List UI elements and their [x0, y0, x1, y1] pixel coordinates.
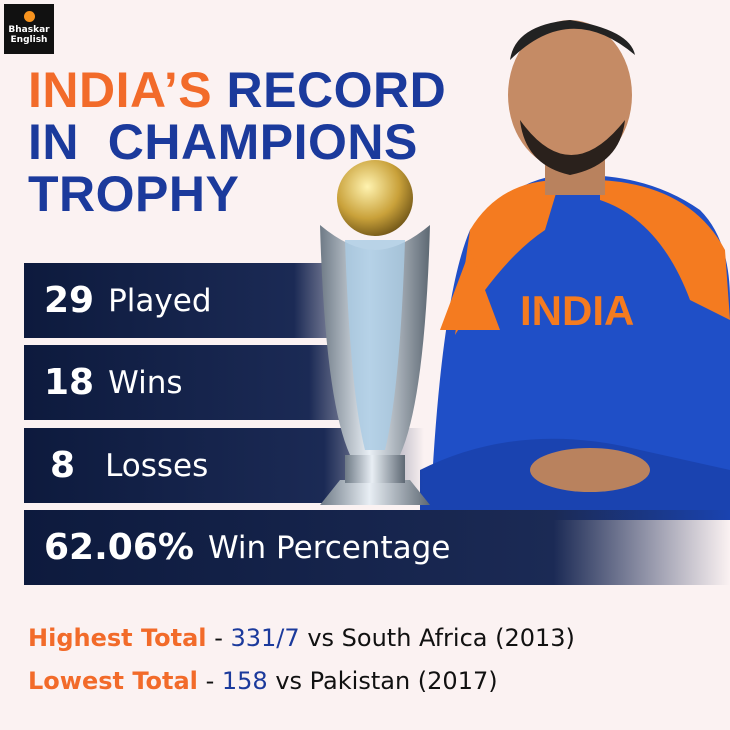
stat-label: Wins: [108, 364, 183, 401]
record-separator: -: [205, 667, 215, 695]
stat-label: Played: [108, 282, 212, 319]
record-label: Highest Total: [28, 624, 207, 652]
title-line: INDIA’S RECORD: [28, 64, 446, 116]
stat-row: 8 Losses: [24, 428, 208, 503]
title-text: RECORD: [226, 62, 447, 118]
record-score: 331/7: [230, 624, 300, 652]
stat-number: 62.06%: [44, 527, 194, 568]
stat-label: Losses: [105, 447, 209, 484]
stat-row: 29 Played: [24, 263, 212, 338]
stat-row: 18 Wins: [24, 345, 183, 420]
stat-row: 62.06% Win Percentage: [24, 510, 450, 585]
record-line: Highest Total - 331/7 vs South Africa (2…: [28, 624, 575, 652]
record-line: Lowest Total - 158 vs Pakistan (2017): [28, 667, 498, 695]
logo-dot: [23, 11, 35, 22]
title-highlight: INDIA’S: [28, 62, 213, 118]
record-detail: vs South Africa (2013): [307, 624, 575, 652]
stat-number: 29: [44, 280, 95, 321]
stat-number: 18: [44, 362, 95, 403]
title-line: IN CHAMPIONS: [28, 114, 418, 170]
record-separator: -: [214, 624, 223, 652]
stat-bar: [24, 510, 730, 585]
stat-label: Win Percentage: [207, 529, 451, 566]
jersey-text: INDIA: [520, 287, 634, 334]
player: INDIA: [420, 20, 730, 520]
logo: Bhaskar English: [4, 4, 54, 54]
trophy: [320, 160, 430, 505]
stat-number: 8: [50, 445, 76, 486]
logo-text: English: [10, 35, 48, 45]
title-line: TROPHY: [28, 166, 240, 222]
record-label: Lowest Total: [28, 667, 198, 695]
record-score: 158: [221, 667, 268, 695]
logo-text: Bhaskar: [8, 25, 50, 35]
record-detail: vs Pakistan (2017): [275, 667, 498, 695]
